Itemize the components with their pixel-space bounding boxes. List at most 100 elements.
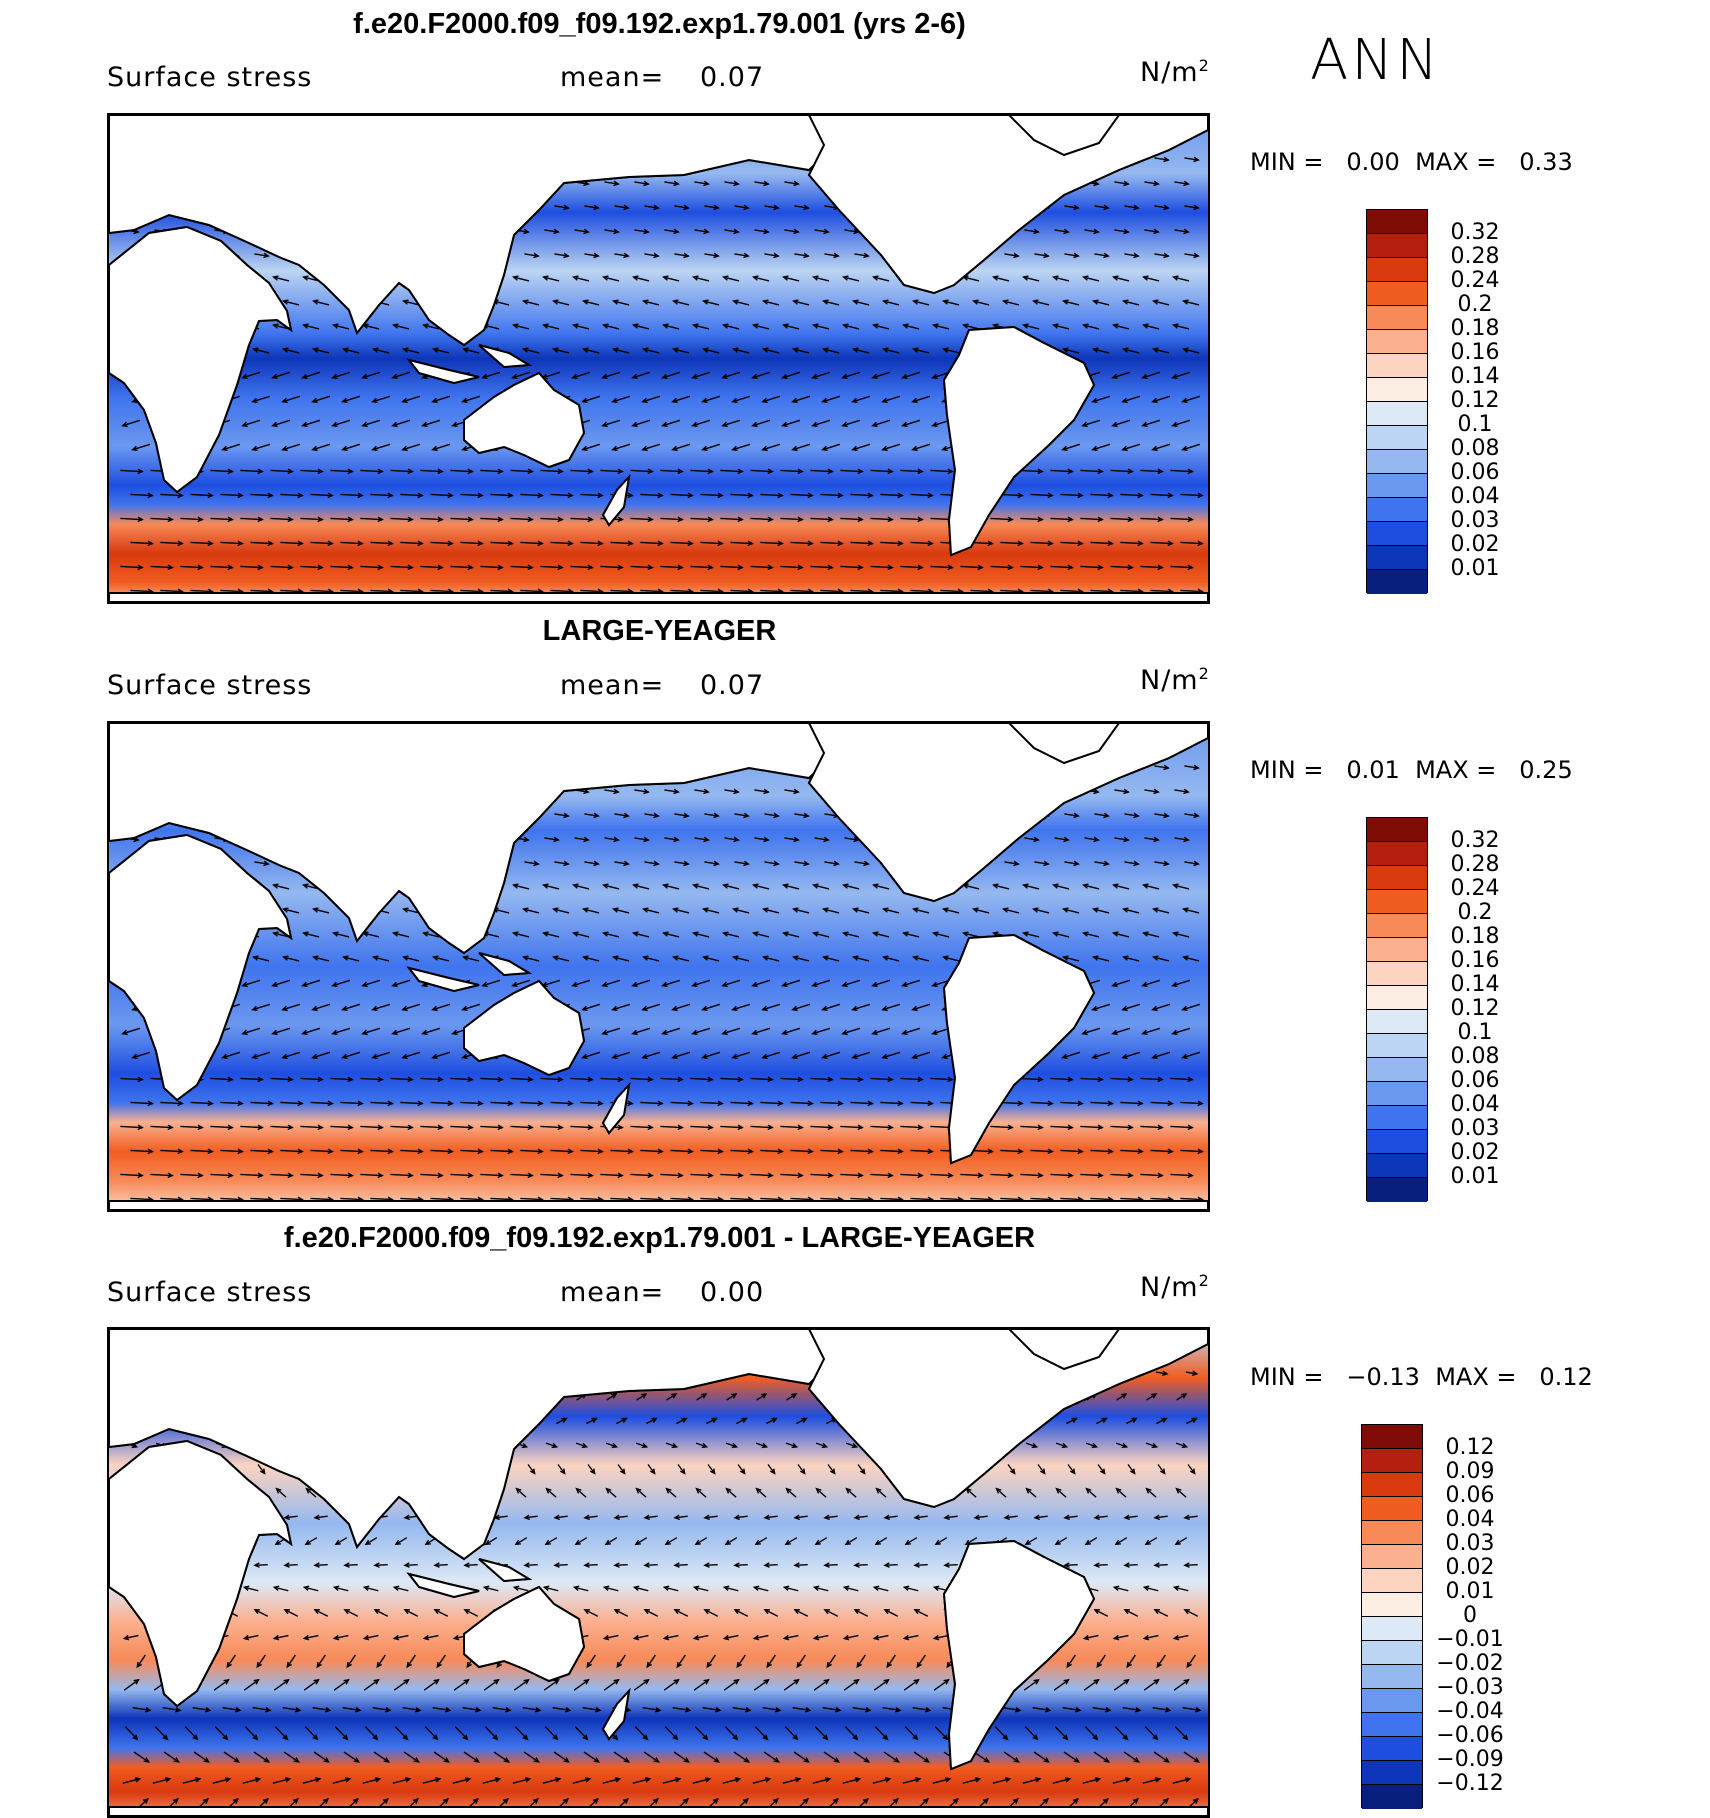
colorbar-cell bbox=[1362, 1641, 1422, 1665]
colorbar-tick-label: −0.02 bbox=[1436, 1651, 1504, 1676]
colorbar bbox=[1366, 817, 1428, 1202]
colorbar-tick-label: 0.04 bbox=[1445, 1507, 1495, 1532]
variable-label: Surface stress bbox=[107, 670, 313, 701]
colorbar-cell bbox=[1362, 1593, 1422, 1617]
colorbar-cell bbox=[1367, 1130, 1427, 1154]
colorbar-tick-label: −0.01 bbox=[1436, 1627, 1504, 1652]
colorbar-tick-label: 0.14 bbox=[1450, 364, 1500, 389]
colorbar-tick-label: 0.1 bbox=[1457, 1020, 1493, 1045]
colorbar-tick-label: 0 bbox=[1463, 1603, 1477, 1628]
mean-value: 0.00 bbox=[700, 1277, 765, 1308]
colorbar-cell bbox=[1367, 1082, 1427, 1106]
colorbar-cell bbox=[1362, 1617, 1422, 1641]
colorbar-cell bbox=[1362, 1569, 1422, 1593]
colorbar-tick-label: 0.14 bbox=[1450, 972, 1500, 997]
colorbar-tick-label: 0.12 bbox=[1450, 388, 1500, 413]
colorbar-tick-label: 0.28 bbox=[1450, 244, 1500, 269]
colorbar-tick-label: 0.16 bbox=[1450, 340, 1500, 365]
colorbar-tick-label: −0.06 bbox=[1436, 1723, 1504, 1748]
colorbar-tick-label: 0.01 bbox=[1450, 556, 1500, 581]
colorbar-tick-label: 0.24 bbox=[1450, 268, 1500, 293]
mean-label: mean= bbox=[560, 1277, 665, 1308]
colorbar-tick-label: 0.04 bbox=[1450, 1092, 1500, 1117]
colorbar-cell bbox=[1367, 818, 1427, 842]
colorbar-cell bbox=[1367, 1034, 1427, 1058]
colorbar-tick-label: 0.02 bbox=[1445, 1555, 1495, 1580]
colorbar-tick-label: −0.12 bbox=[1436, 1771, 1504, 1796]
colorbar-cell bbox=[1367, 938, 1427, 962]
colorbar-cell bbox=[1367, 1106, 1427, 1130]
colorbar-tick-label: 0.28 bbox=[1450, 852, 1500, 877]
colorbar-cell bbox=[1362, 1761, 1422, 1785]
colorbar-cell bbox=[1367, 546, 1427, 570]
colorbar-tick-label: 0.08 bbox=[1450, 436, 1500, 461]
colorbar-cell bbox=[1367, 842, 1427, 866]
colorbar-tick-label: 0.08 bbox=[1450, 1044, 1500, 1069]
colorbar-cell bbox=[1367, 1178, 1427, 1202]
mean-label: mean= bbox=[560, 670, 665, 701]
min-max-readout: MIN = 0.01 MAX = 0.25 bbox=[1250, 756, 1573, 784]
stress-map-svg bbox=[109, 115, 1208, 602]
panel-title: LARGE-YEAGER bbox=[542, 615, 777, 647]
land-mask bbox=[109, 1329, 1208, 1816]
colorbar-tick-label: 0.09 bbox=[1445, 1459, 1495, 1484]
colorbar-cell bbox=[1367, 570, 1427, 594]
colorbar-tick-label: 0.2 bbox=[1457, 900, 1493, 925]
mean-label: mean= bbox=[560, 62, 665, 93]
colorbar-tick-label: 0.02 bbox=[1450, 1140, 1500, 1165]
min-max-readout: MIN = 0.00 MAX = 0.33 bbox=[1250, 148, 1573, 176]
colorbar-cell bbox=[1362, 1665, 1422, 1689]
map-surface-stress-model bbox=[107, 113, 1210, 604]
colorbar-cell bbox=[1367, 282, 1427, 306]
mean-value: 0.07 bbox=[700, 670, 765, 701]
colorbar-cell bbox=[1367, 1010, 1427, 1034]
colorbar-cell bbox=[1367, 378, 1427, 402]
colorbar-tick-label: 0.01 bbox=[1445, 1579, 1495, 1604]
colorbar-tick-label: 0.01 bbox=[1450, 1164, 1500, 1189]
stress-map-svg bbox=[109, 1329, 1208, 1816]
colorbar-cell bbox=[1362, 1713, 1422, 1737]
colorbar-tick-label: 0.04 bbox=[1450, 484, 1500, 509]
colorbar-cell bbox=[1367, 258, 1427, 282]
colorbar-cell bbox=[1362, 1689, 1422, 1713]
colorbar-cell bbox=[1367, 354, 1427, 378]
variable-label: Surface stress bbox=[107, 1277, 313, 1308]
colorbar-cell bbox=[1367, 962, 1427, 986]
colorbar-cell bbox=[1367, 914, 1427, 938]
colorbar-cell bbox=[1362, 1473, 1422, 1497]
variable-label: Surface stress bbox=[107, 62, 313, 93]
stress-map-svg bbox=[109, 723, 1208, 1210]
colorbar-cell bbox=[1367, 474, 1427, 498]
colorbar-tick-label: −0.09 bbox=[1436, 1747, 1504, 1772]
colorbar-cell bbox=[1362, 1737, 1422, 1761]
colorbar bbox=[1361, 1424, 1423, 1809]
colorbar-tick-label: 0.32 bbox=[1450, 220, 1500, 245]
season-label: ANN bbox=[1310, 28, 1442, 93]
colorbar-cell bbox=[1367, 498, 1427, 522]
colorbar-cell bbox=[1362, 1497, 1422, 1521]
panel-title: f.e20.F2000.f09_f09.192.exp1.79.001 - LA… bbox=[283, 1222, 1036, 1254]
colorbar-cell bbox=[1367, 234, 1427, 258]
units-label: N/m2 bbox=[1140, 1271, 1210, 1303]
land-mask bbox=[109, 723, 1208, 1210]
colorbar-tick-label: −0.03 bbox=[1436, 1675, 1504, 1700]
colorbar-cell bbox=[1367, 330, 1427, 354]
map-surface-stress-diff bbox=[107, 1327, 1210, 1818]
colorbar-tick-label: 0.03 bbox=[1450, 508, 1500, 533]
mean-value: 0.07 bbox=[700, 62, 765, 93]
colorbar-tick-label: 0.02 bbox=[1450, 532, 1500, 557]
colorbar-cell bbox=[1367, 402, 1427, 426]
min-max-readout: MIN = −0.13 MAX = 0.12 bbox=[1250, 1363, 1593, 1391]
colorbar-cell bbox=[1367, 306, 1427, 330]
colorbar-tick-label: 0.32 bbox=[1450, 828, 1500, 853]
colorbar-tick-label: 0.03 bbox=[1445, 1531, 1495, 1556]
colorbar-tick-label: 0.24 bbox=[1450, 876, 1500, 901]
colorbar-cell bbox=[1367, 866, 1427, 890]
colorbar-cell bbox=[1362, 1425, 1422, 1449]
colorbar-tick-label: 0.06 bbox=[1445, 1483, 1495, 1508]
colorbar-cell bbox=[1367, 1058, 1427, 1082]
colorbar-tick-label: 0.06 bbox=[1450, 1068, 1500, 1093]
colorbar-tick-label: 0.18 bbox=[1450, 316, 1500, 341]
colorbar-cell bbox=[1362, 1449, 1422, 1473]
colorbar-tick-label: 0.2 bbox=[1457, 292, 1493, 317]
